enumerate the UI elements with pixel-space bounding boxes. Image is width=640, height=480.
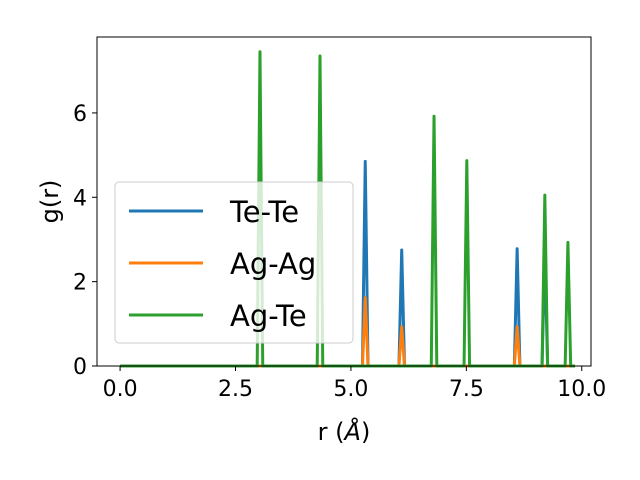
y-tick-label: 4 — [73, 186, 87, 211]
x-tick-label: 7.5 — [449, 377, 484, 402]
legend-label: Ag-Ag — [230, 247, 316, 281]
y-axis: 0 2 4 6 — [73, 102, 97, 380]
x-axis-label: r (Å) — [318, 417, 371, 446]
legend-box — [114, 181, 354, 344]
x-tick-label: 10.0 — [557, 377, 606, 402]
legend: Te-Te Ag-Ag Ag-Te — [114, 181, 354, 344]
x-tick-label: 5.0 — [333, 377, 368, 402]
y-tick-label: 2 — [73, 271, 87, 296]
x-axis: 0.0 2.5 5.0 7.5 10.0 — [103, 366, 606, 402]
x-tick-label: 2.5 — [218, 377, 253, 402]
legend-label: Ag-Te — [230, 299, 307, 333]
plot-frame — [96, 36, 592, 367]
series-line-ag-ag — [120, 296, 575, 368]
legend-label: Te-Te — [229, 195, 299, 229]
y-tick-label: 0 — [73, 355, 87, 380]
x-tick-label: 0.0 — [103, 377, 138, 402]
y-axis-label: g(r) — [36, 180, 64, 224]
y-tick-label: 6 — [73, 102, 87, 127]
